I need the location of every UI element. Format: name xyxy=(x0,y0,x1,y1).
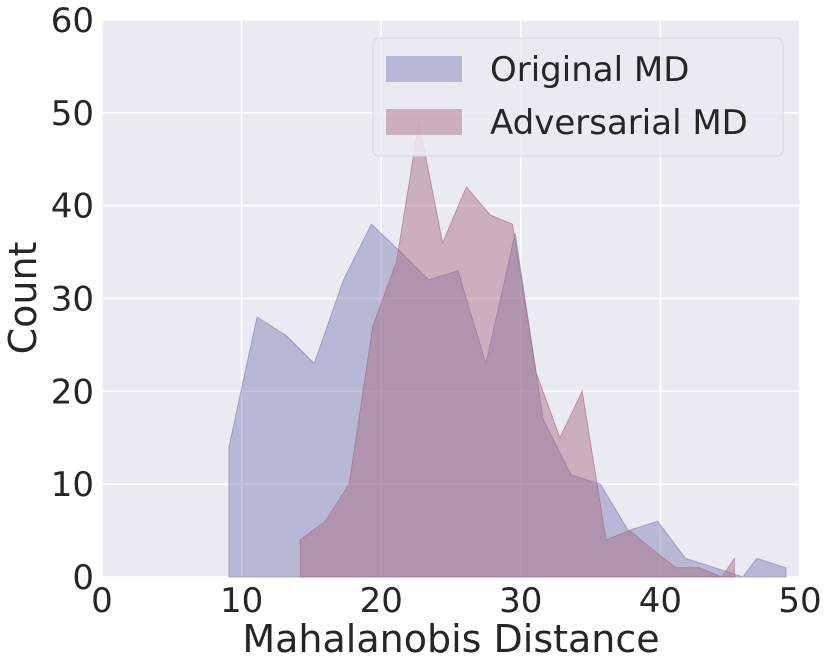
y-tick-label: 20 xyxy=(51,372,94,412)
x-tick-label: 50 xyxy=(778,581,821,621)
y-axis-label: Count xyxy=(1,242,45,355)
y-tick-label: 50 xyxy=(51,94,94,134)
y-tick-label: 60 xyxy=(51,1,94,41)
x-tick-label: 30 xyxy=(499,581,542,621)
legend: Original MD Adversarial MD xyxy=(372,37,784,157)
series-areas xyxy=(228,122,787,578)
legend-box xyxy=(372,37,784,157)
x-tick-label: 10 xyxy=(220,581,263,621)
legend-label-original: Original MD xyxy=(490,50,689,90)
y-tick-label: 0 xyxy=(72,558,94,598)
x-tick-label: 20 xyxy=(360,581,403,621)
y-tick-label: 30 xyxy=(51,280,94,320)
x-axis-label: Mahalanobis Distance xyxy=(242,617,659,661)
x-tick-label: 0 xyxy=(91,581,113,621)
series-area-adversarial-md xyxy=(299,122,735,578)
legend-label-adversarial: Adversarial MD xyxy=(490,103,748,143)
y-tick-label: 10 xyxy=(51,465,94,505)
legend-swatch-adversarial xyxy=(386,109,462,135)
tick-labels: 0 10 20 30 40 50 0 10 20 30 40 50 60 xyxy=(51,1,822,621)
y-tick-label: 40 xyxy=(51,187,94,227)
x-tick-label: 40 xyxy=(639,581,682,621)
legend-swatch-original xyxy=(386,56,462,82)
